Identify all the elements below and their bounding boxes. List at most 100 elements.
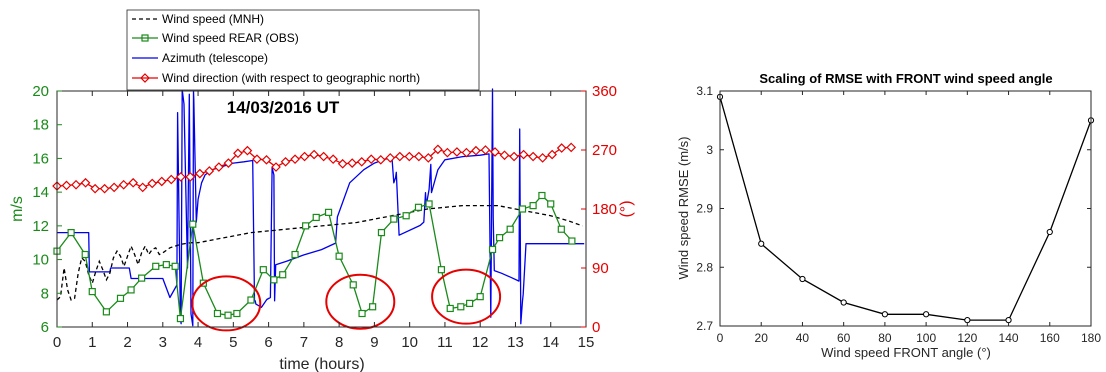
obs-point bbox=[138, 274, 146, 282]
obs-point bbox=[176, 314, 185, 323]
rmse-point bbox=[799, 275, 806, 283]
x-tick-label: 12 bbox=[472, 334, 489, 351]
obs-point bbox=[457, 303, 465, 311]
x-tick-label: 7 bbox=[300, 334, 308, 351]
wind-direction-point bbox=[385, 153, 396, 163]
obs-point bbox=[506, 225, 514, 233]
wind-direction-point bbox=[471, 145, 481, 156]
obs-point bbox=[425, 200, 433, 208]
wind-direction-point bbox=[528, 151, 538, 162]
obs-point bbox=[152, 262, 160, 270]
wind-direction-point bbox=[461, 147, 472, 158]
obs-point bbox=[335, 252, 343, 260]
x-tick-label: 60 bbox=[837, 331, 851, 345]
obs-point bbox=[171, 262, 179, 270]
y-tick-label: 2.7 bbox=[696, 319, 713, 333]
legend-item-obs: Wind speed REAR (OBS) bbox=[132, 31, 299, 45]
wind-direction-point bbox=[280, 156, 291, 167]
y-left-tick-label: 12 bbox=[32, 218, 49, 235]
x-tick-label: 8 bbox=[335, 334, 343, 351]
legend-item-wind-direction: Wind direction (with respect to geograph… bbox=[132, 71, 420, 85]
legend: Wind speed (MNH) Wind speed REAR (OBS) A… bbox=[126, 9, 480, 91]
obs-point bbox=[189, 220, 197, 228]
rmse-point bbox=[758, 240, 765, 247]
obs-point bbox=[270, 276, 278, 284]
wind-direction-point bbox=[61, 180, 72, 191]
y-left-tick-label: 16 bbox=[32, 150, 49, 167]
wind-direction-point bbox=[71, 179, 81, 190]
obs-point bbox=[437, 266, 446, 274]
data-layer bbox=[52, 88, 585, 327]
x-tick-label: 11 bbox=[437, 334, 453, 351]
obs-point bbox=[102, 308, 110, 316]
wind-direction-point bbox=[328, 154, 338, 165]
x-tick-label: 5 bbox=[229, 334, 237, 351]
y-tick-label: 2.9 bbox=[696, 202, 713, 216]
wind-direction-point bbox=[509, 151, 519, 162]
y-right-ticks: 0 90 180 270 360 bbox=[581, 83, 617, 336]
wind-direction-point bbox=[442, 147, 453, 158]
wind-direction-point bbox=[394, 151, 405, 162]
x-tick-label: 120 bbox=[957, 331, 977, 345]
x-tick-label: 140 bbox=[999, 331, 1019, 345]
rmse-point bbox=[1046, 228, 1053, 236]
plot-area bbox=[720, 91, 1091, 326]
x-tick-label: 15 bbox=[578, 334, 595, 351]
rmse-scaling-panel: 0 20 40 60 80 100 120 140 160 180 2.7 2.8 2.9 3 3.1 S… bbox=[676, 71, 1101, 360]
y-left-tick-label: 6 bbox=[41, 319, 49, 336]
y-right-tick-label: 180 bbox=[592, 201, 617, 218]
obs-point bbox=[446, 304, 454, 313]
obs-point bbox=[224, 311, 232, 319]
wind-direction-point bbox=[375, 154, 386, 165]
highlight-ellipse bbox=[191, 275, 262, 332]
obs-point bbox=[518, 205, 527, 213]
x-tick-label: 20 bbox=[755, 331, 769, 345]
obs-point bbox=[127, 286, 135, 294]
obs-point bbox=[324, 208, 333, 216]
x-tick-label: 4 bbox=[194, 334, 202, 351]
rmse-line bbox=[719, 96, 1092, 321]
legend-label: Wind speed (MNH) bbox=[162, 12, 264, 26]
obs-point bbox=[88, 288, 96, 296]
obs-point bbox=[358, 309, 366, 318]
chart-title: 14/03/2016 UT bbox=[227, 98, 340, 117]
wind-direction-point bbox=[433, 144, 443, 155]
obs-point bbox=[233, 309, 241, 318]
obs-point bbox=[547, 200, 555, 208]
wind-direction-point bbox=[404, 151, 415, 162]
wind-direction-point bbox=[233, 148, 243, 159]
wind-direction-point bbox=[156, 176, 167, 187]
y-tick-label: 2.8 bbox=[696, 260, 713, 274]
obs-point bbox=[67, 229, 75, 237]
obs-point bbox=[568, 237, 576, 245]
y-right-tick-label: 0 bbox=[592, 319, 600, 336]
wind-direction-point bbox=[223, 158, 234, 168]
wind-direction-point bbox=[118, 179, 129, 190]
rmse-point bbox=[923, 311, 930, 318]
wind-direction-point bbox=[90, 183, 100, 194]
x-tick-label: 2 bbox=[123, 334, 131, 351]
wind-direction-point bbox=[556, 143, 567, 153]
wind-direction-point bbox=[147, 178, 158, 189]
obs-point bbox=[557, 225, 565, 233]
wind-direction-point bbox=[99, 183, 110, 194]
obs-point bbox=[476, 293, 484, 301]
x-tick-label: 10 bbox=[401, 334, 418, 351]
wind-direction-point bbox=[242, 145, 253, 156]
y-left-tick-label: 14 bbox=[32, 184, 49, 201]
y-axis-label: Wind speed RMSE (m/s) bbox=[676, 136, 691, 279]
wind-direction-point bbox=[290, 154, 300, 165]
obs-point bbox=[529, 202, 537, 210]
wind-direction-point bbox=[261, 154, 272, 165]
highlight-ellipse bbox=[431, 268, 502, 325]
wind-direction-point bbox=[366, 154, 377, 165]
obs-point bbox=[466, 299, 474, 307]
x-tick-label: 160 bbox=[1040, 331, 1060, 345]
wind-direction-point bbox=[175, 172, 186, 182]
wind-direction-point bbox=[423, 153, 434, 163]
x-axis-label: Wind speed FRONT angle (°) bbox=[821, 345, 991, 360]
obs-point bbox=[162, 261, 170, 269]
obs-point bbox=[247, 296, 255, 304]
y-left-tick-label: 18 bbox=[32, 117, 49, 134]
